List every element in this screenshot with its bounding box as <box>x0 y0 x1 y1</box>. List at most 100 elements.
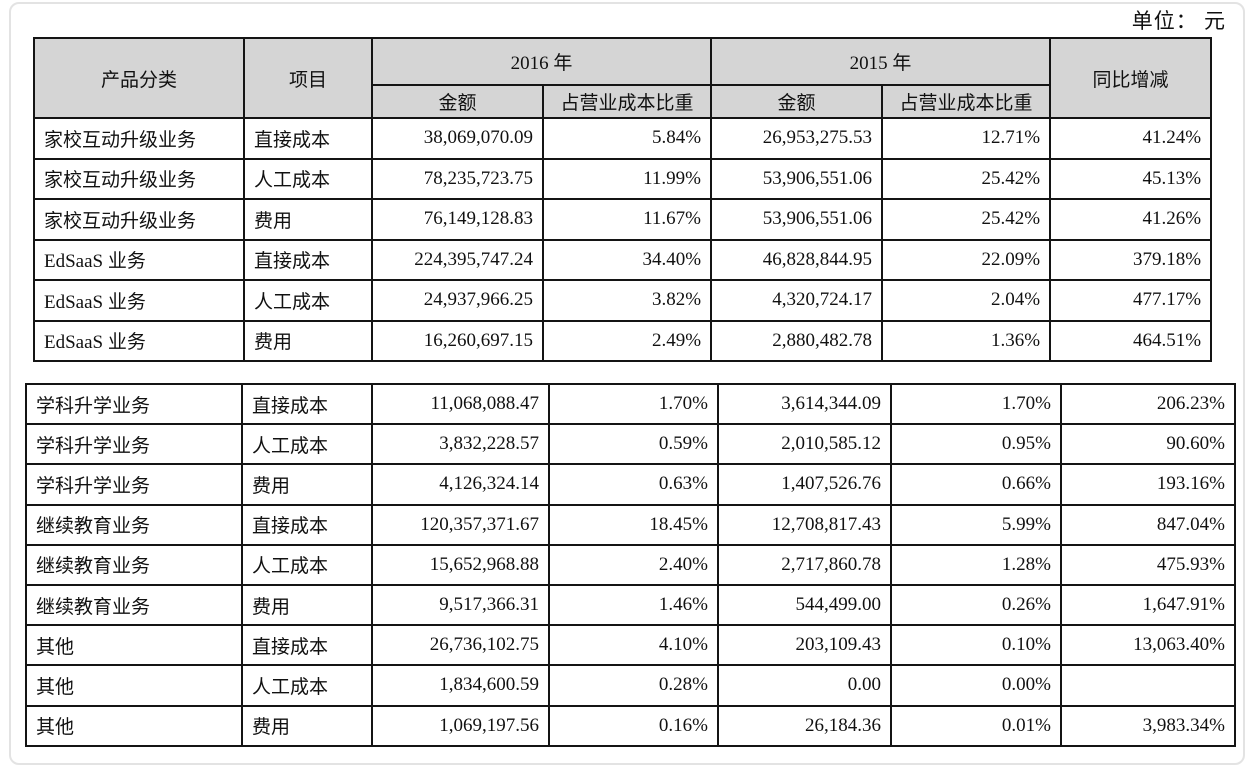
cell-amount-2016: 120,357,371.67 <box>371 503 550 546</box>
cell-cost-ratio-2016: 2.40% <box>548 543 719 586</box>
cell-item: 人工成本 <box>243 279 373 322</box>
cell-cost-ratio-2016: 0.28% <box>548 664 719 707</box>
cell-yoy-change: 1,647.91% <box>1060 583 1236 627</box>
cell-yoy-change: 379.18% <box>1049 238 1213 281</box>
cell-product-category: EdSaaS 业务 <box>33 279 245 322</box>
table-row: EdSaaS 业务 直接成本 224,395,747.24 34.40% 46,… <box>33 238 1213 281</box>
cell-amount-2016: 9,517,366.31 <box>371 583 550 627</box>
cell-yoy-change: 206.23% <box>1060 382 1236 426</box>
cell-product-category: 学科升学业务 <box>25 382 243 426</box>
cell-item: 直接成本 <box>241 624 373 667</box>
cell-product-category: 家校互动升级业务 <box>33 117 245 160</box>
cell-item: 人工成本 <box>241 664 373 707</box>
header-row-subcolumns: 金额 占营业成本比重 金额 占营业成本比重 <box>34 84 1211 119</box>
cell-item: 费用 <box>243 198 373 241</box>
header-product-category: 产品分类 <box>33 37 245 119</box>
cell-yoy-change: 45.13% <box>1049 157 1213 200</box>
cell-amount-2016: 3,832,228.57 <box>371 423 550 466</box>
cell-amount-2016: 224,395,747.24 <box>371 238 544 281</box>
cell-product-category: 学科升学业务 <box>25 463 243 506</box>
cell-amount-2016: 15,652,968.88 <box>371 543 550 586</box>
cell-cost-ratio-2016: 1.46% <box>548 583 719 627</box>
cell-product-category: 其他 <box>25 664 243 707</box>
cell-item: 费用 <box>241 704 373 747</box>
cell-amount-2015: 4,320,724.17 <box>710 279 884 322</box>
cell-yoy-change: 477.17% <box>1049 279 1213 322</box>
header-amount-2016: 金额 <box>371 84 544 119</box>
cell-product-category: 家校互动升级业务 <box>33 198 245 241</box>
cell-cost-ratio-2016: 0.59% <box>548 423 719 466</box>
cell-cost-ratio-2015: 0.10% <box>890 624 1062 667</box>
cell-amount-2015: 2,010,585.12 <box>717 423 892 466</box>
cell-amount-2015: 26,953,275.53 <box>710 117 884 160</box>
cell-amount-2015: 203,109.43 <box>717 624 892 667</box>
cell-yoy-change: 3,983.34% <box>1060 704 1236 747</box>
cell-product-category: 继续教育业务 <box>25 583 243 627</box>
cell-cost-ratio-2015: 22.09% <box>881 238 1052 281</box>
table-row: 继续教育业务 费用 9,517,366.31 1.46% 544,499.00 … <box>25 583 1236 627</box>
cell-item: 直接成本 <box>241 382 373 426</box>
cell-amount-2015: 544,499.00 <box>717 583 892 627</box>
cell-amount-2016: 1,069,197.56 <box>371 704 550 747</box>
cell-item: 人工成本 <box>241 543 373 586</box>
table-row: 继续教育业务 人工成本 15,652,968.88 2.40% 2,717,86… <box>25 543 1236 586</box>
header-amount-2015: 金额 <box>710 84 884 119</box>
cell-cost-ratio-2015: 25.42% <box>881 198 1052 241</box>
cell-amount-2015: 53,906,551.06 <box>710 198 884 241</box>
header-item: 项目 <box>243 37 373 119</box>
cell-amount-2015: 12,708,817.43 <box>717 503 892 546</box>
header-year-2015: 2015 年 <box>710 37 1052 86</box>
header-year-2016: 2016 年 <box>370 37 713 86</box>
cell-cost-ratio-2015: 12.71% <box>881 117 1052 160</box>
cell-product-category: 继续教育业务 <box>25 503 243 546</box>
cell-yoy-change: 41.24% <box>1049 117 1213 160</box>
cell-cost-ratio-2015: 0.66% <box>890 463 1062 506</box>
cell-cost-ratio-2015: 25.42% <box>881 157 1052 200</box>
cell-amount-2016: 1,834,600.59 <box>371 664 550 707</box>
cell-amount-2016: 38,069,070.09 <box>371 117 544 160</box>
cell-product-category: 学科升学业务 <box>25 423 243 466</box>
cell-item: 直接成本 <box>243 238 373 281</box>
cell-product-category: EdSaaS 业务 <box>33 238 245 281</box>
cell-cost-ratio-2016: 3.82% <box>541 279 713 322</box>
cell-yoy-change: 847.04% <box>1060 503 1236 546</box>
cell-cost-ratio-2015: 0.01% <box>890 704 1062 747</box>
cell-cost-ratio-2016: 2.49% <box>541 319 713 362</box>
cell-cost-ratio-2015: 0.26% <box>890 583 1062 627</box>
table-row: EdSaaS 业务 人工成本 24,937,966.25 3.82% 4,320… <box>33 279 1213 322</box>
cell-item: 直接成本 <box>243 117 373 160</box>
cell-amount-2016: 4,126,324.14 <box>371 463 550 506</box>
unit-label: 单位： 元 <box>1131 9 1226 33</box>
cell-product-category: 继续教育业务 <box>25 543 243 586</box>
cost-breakdown-table-upper: 产品分类 项目 2016 年 2015 年 同比增减 金额 占营业成本比重 金额… <box>33 37 1213 362</box>
header-cost-ratio-2016: 占营业成本比重 <box>541 84 713 119</box>
cell-cost-ratio-2015: 0.00% <box>890 664 1062 707</box>
cell-cost-ratio-2016: 0.63% <box>548 463 719 506</box>
table-row: EdSaaS 业务 费用 16,260,697.15 2.49% 2,880,4… <box>33 319 1213 362</box>
cell-item: 直接成本 <box>241 503 373 546</box>
cell-yoy-change <box>1060 664 1236 707</box>
cell-amount-2016: 16,260,697.15 <box>371 319 544 362</box>
table-row: 其他 直接成本 26,736,102.75 4.10% 203,109.43 0… <box>25 624 1236 667</box>
cell-yoy-change: 193.16% <box>1060 463 1236 506</box>
cell-item: 人工成本 <box>243 157 373 200</box>
cell-amount-2015: 2,880,482.78 <box>710 319 884 362</box>
cell-cost-ratio-2016: 1.70% <box>548 382 719 426</box>
cell-amount-2016: 76,149,128.83 <box>371 198 544 241</box>
cell-yoy-change: 475.93% <box>1060 543 1236 586</box>
table-row: 学科升学业务 费用 4,126,324.14 0.63% 1,407,526.7… <box>25 463 1236 506</box>
cell-product-category: 其他 <box>25 624 243 667</box>
cell-amount-2016: 78,235,723.75 <box>371 157 544 200</box>
cell-cost-ratio-2016: 11.99% <box>541 157 713 200</box>
cell-amount-2016: 11,068,088.47 <box>371 382 550 426</box>
cell-yoy-change: 13,063.40% <box>1060 624 1236 667</box>
cell-amount-2015: 26,184.36 <box>717 704 892 747</box>
cost-breakdown-table-lower: 学科升学业务 直接成本 11,068,088.47 1.70% 3,614,34… <box>25 382 1236 747</box>
cell-cost-ratio-2015: 5.99% <box>890 503 1062 546</box>
cell-cost-ratio-2016: 5.84% <box>541 117 713 160</box>
cell-cost-ratio-2015: 1.28% <box>890 543 1062 586</box>
cell-item: 费用 <box>243 319 373 362</box>
cell-cost-ratio-2016: 18.45% <box>548 503 719 546</box>
cell-product-category: EdSaaS 业务 <box>33 319 245 362</box>
cell-amount-2016: 26,736,102.75 <box>371 624 550 667</box>
